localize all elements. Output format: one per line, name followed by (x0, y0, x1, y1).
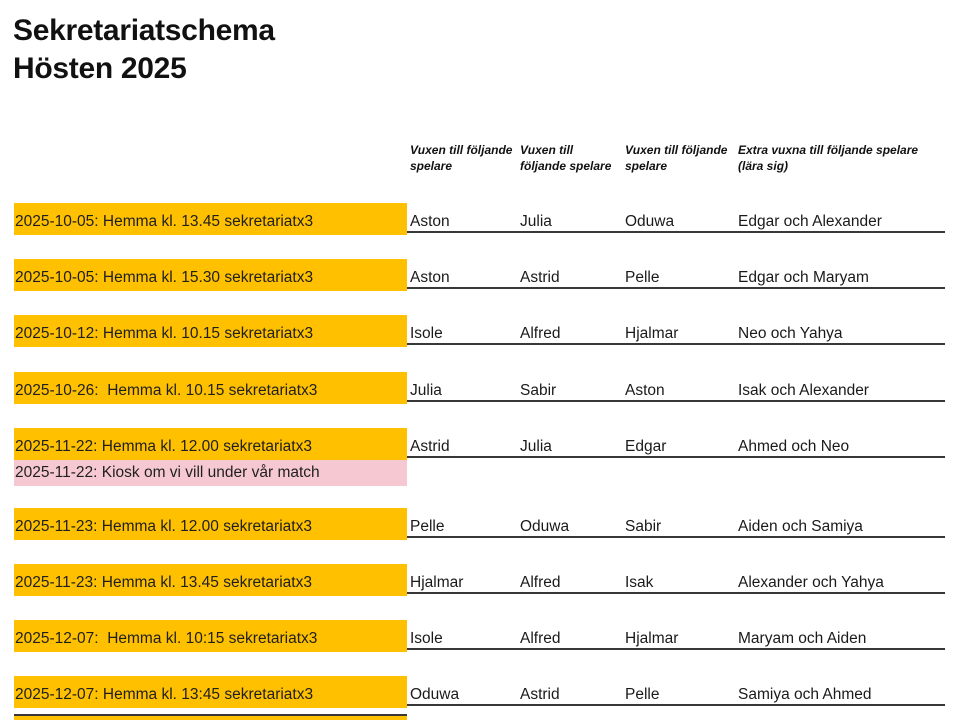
schedule-row: 2025-11-23: Hemma kl. 12.00 sekretariatx… (0, 508, 960, 540)
schedule-date-cell: 2025-10-05: Hemma kl. 15.30 sekretariatx… (14, 259, 407, 291)
adult-name-cell-2: Julia (520, 438, 552, 455)
extra-adults-cell: Maryam och Aiden (738, 630, 867, 647)
column-header-adult-1: Vuxen till följande spelare (410, 143, 513, 173)
row-underline (14, 343, 945, 345)
schedule-row: 2025-12-07: Hemma kl. 13:45 sekretariatx… (0, 676, 960, 708)
adult-name-cell-2: Alfred (520, 630, 561, 647)
schedule-date-cell: 2025-11-22: Hemma kl. 12.00 sekretariatx… (14, 428, 407, 460)
column-header-adult-3: Vuxen till följande spelare (625, 143, 728, 173)
column-header-extra-adults: Extra vuxna till följande spelare (lära … (738, 143, 919, 173)
extra-adults-cell: Samiya och Ahmed (738, 686, 872, 703)
row-underline (14, 456, 945, 458)
row-underline (14, 592, 945, 594)
adult-name-cell-1: Julia (410, 382, 442, 399)
row-underline (14, 287, 945, 289)
adult-name-cell-2: Oduwa (520, 518, 570, 535)
adult-name-cell-1: Oduwa (410, 686, 460, 703)
row-underline (14, 231, 945, 233)
extra-adults-cell: Aiden och Samiya (738, 518, 863, 535)
adult-name-cell-2: Astrid (520, 686, 560, 703)
column-header-adult-2: Vuxen till följande spelare (520, 143, 612, 173)
row-underline (14, 648, 945, 650)
adult-name-cell-3: Edgar (625, 438, 667, 455)
schedule-row: 2025-10-05: Hemma kl. 15.30 sekretariatx… (0, 259, 960, 291)
extra-adults-cell: Neo och Yahya (738, 325, 843, 342)
adult-name-cell-1: Aston (410, 269, 450, 286)
schedule-date-cell: 2025-10-26: Hemma kl. 10.15 sekretariatx… (14, 372, 407, 404)
adult-name-cell-3: Aston (625, 382, 665, 399)
adult-name-cell-3: Isak (625, 574, 654, 591)
adult-name-cell-3: Sabir (625, 518, 662, 535)
schedule-date-cell: 2025-12-07: Hemma kl. 13:45 sekretariatx… (14, 676, 407, 708)
adult-name-cell-2: Julia (520, 213, 552, 230)
adult-name-cell-3: Pelle (625, 269, 660, 286)
adult-name-cell-2: Sabir (520, 382, 557, 399)
row-underline (14, 400, 945, 402)
kiosk-note-cell: 2025-11-22: Kiosk om vi vill under vår m… (14, 460, 407, 486)
extra-adults-cell: Ahmed och Neo (738, 438, 850, 455)
adult-name-cell-1: Pelle (410, 518, 445, 535)
schedule-row: 2025-10-05: Hemma kl. 13.45 sekretariatx… (0, 203, 960, 235)
adult-name-cell-3: Hjalmar (625, 630, 679, 647)
table-header-row: Vuxen till följande spelare Vuxen till f… (0, 133, 960, 177)
adult-name-cell-2: Alfred (520, 574, 561, 591)
extra-adults-cell: Edgar och Alexander (738, 213, 882, 230)
page-title: Sekretariatschema Hösten 2025 (13, 12, 275, 88)
adult-name-cell-1: Isole (410, 630, 443, 647)
extra-adults-cell: Isak och Alexander (738, 382, 869, 399)
schedule-date-cell: 2025-10-05: Hemma kl. 13.45 sekretariatx… (14, 203, 407, 235)
adult-name-cell-1: Isole (410, 325, 443, 342)
adult-name-cell-3: Oduwa (625, 213, 675, 230)
schedule-row: 2025-12-07: Hemma kl. 10:15 sekretariatx… (0, 620, 960, 652)
adult-name-cell-1: Hjalmar (410, 574, 464, 591)
adult-name-cell-2: Astrid (520, 269, 560, 286)
adult-name-cell-3: Hjalmar (625, 325, 679, 342)
extra-adults-cell: Alexander och Yahya (738, 574, 884, 591)
page-title-line1: Sekretariatschema (13, 14, 275, 47)
schedule-date-cell: 2025-10-12: Hemma kl. 10.15 sekretariatx… (14, 315, 407, 347)
extra-adults-cell: Edgar och Maryam (738, 269, 869, 286)
page-title-line2: Hösten 2025 (13, 52, 187, 85)
adult-name-cell-1: Astrid (410, 438, 450, 455)
row-underline (14, 704, 945, 706)
schedule-date-cell: 2025-11-23: Hemma kl. 12.00 sekretariatx… (14, 508, 407, 540)
schedule-row: 2025-10-12: Hemma kl. 10.15 sekretariatx… (0, 315, 960, 347)
schedule-row: 2025-10-26: Hemma kl. 10.15 sekretariatx… (0, 372, 960, 404)
schedule-date-cell: 2025-12-07: Hemma kl. 10:15 sekretariatx… (14, 620, 407, 652)
schedule-row: 2025-11-23: Hemma kl. 13.45 sekretariatx… (0, 564, 960, 596)
adult-name-cell-2: Alfred (520, 325, 561, 342)
adult-name-cell-3: Pelle (625, 686, 660, 703)
row-underline (14, 536, 945, 538)
schedule-date-cell: 2025-11-23: Hemma kl. 13.45 sekretariatx… (14, 564, 407, 596)
adult-name-cell-1: Aston (410, 213, 450, 230)
schedule-row: 2025-11-22: Hemma kl. 12.00 sekretariatx… (0, 428, 960, 460)
partial-next-row-highlight (14, 714, 407, 720)
